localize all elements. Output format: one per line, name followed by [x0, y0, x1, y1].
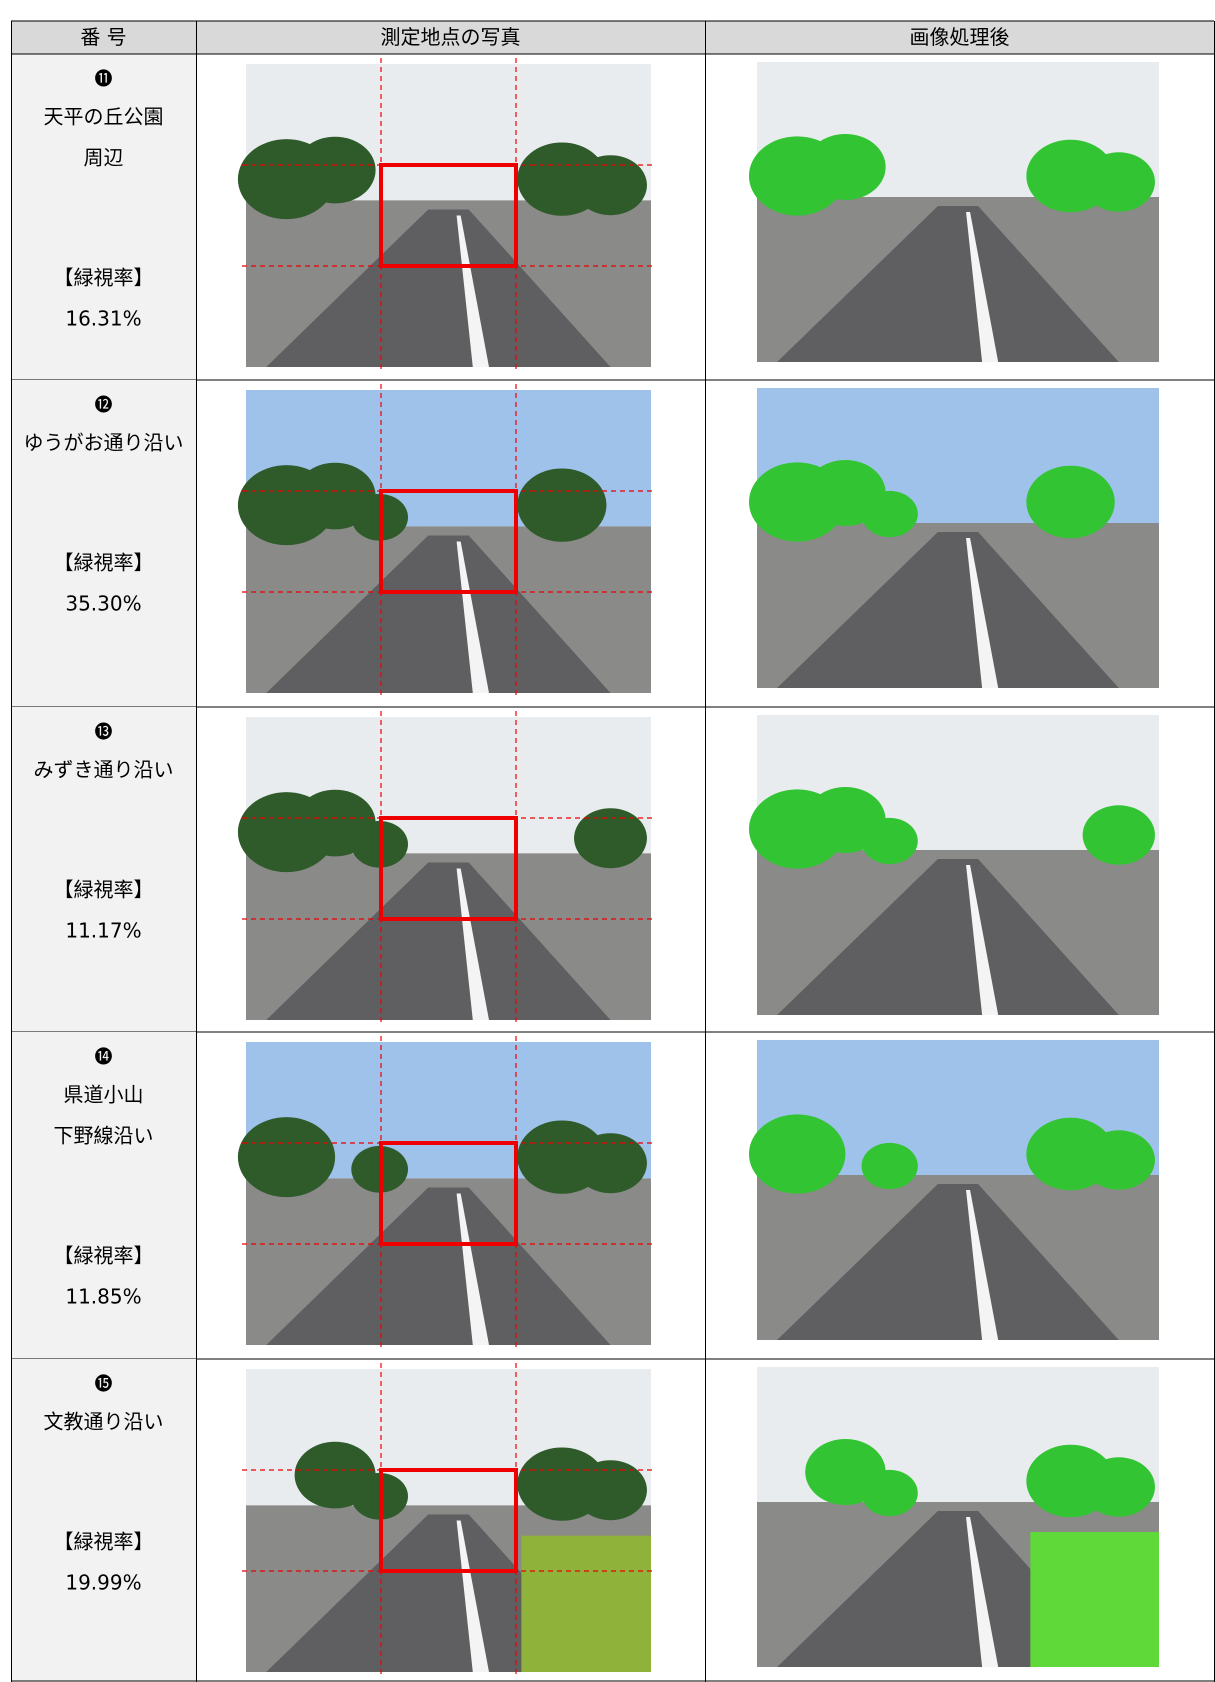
- site-name: 文教通り沿い: [44, 1410, 164, 1434]
- road-line: [456, 1520, 489, 1672]
- header-cell: 画像処理後: [910, 25, 1010, 49]
- hedge: [521, 1535, 651, 1672]
- road-line: [456, 541, 489, 693]
- site-name: 天平の丘公園: [44, 105, 164, 129]
- row-number: ⓬: [95, 395, 113, 416]
- row-number: ⓮: [95, 1047, 113, 1068]
- processed-photo: [748, 715, 1159, 1015]
- road: [266, 209, 611, 367]
- rate-label: 【緑視率】: [54, 1530, 154, 1554]
- row-number: ⓯: [95, 1374, 113, 1395]
- site-name: ゆうがお通り沿い: [24, 431, 184, 455]
- header-cell: 測定地点の写真: [381, 25, 521, 49]
- tree: [574, 1133, 647, 1194]
- tree: [861, 1142, 918, 1190]
- site-photo: [237, 58, 655, 373]
- processed-photo: [748, 1040, 1159, 1340]
- number-cell-bg: [11, 54, 196, 380]
- tree: [1082, 152, 1155, 212]
- green-rate: 35.30%: [65, 592, 141, 616]
- site-name: 下野線沿い: [54, 1124, 154, 1148]
- hedge: [1030, 1532, 1159, 1667]
- rate-label: 【緑視率】: [54, 878, 154, 902]
- road-line: [966, 1190, 999, 1340]
- number-cell-bg: [11, 1359, 196, 1681]
- road-line: [966, 538, 999, 688]
- road: [777, 532, 1119, 688]
- row-number: ⓭: [95, 722, 113, 743]
- focus-box: [379, 816, 518, 921]
- road: [266, 1187, 611, 1345]
- tree: [517, 468, 607, 542]
- road-line: [966, 1517, 999, 1667]
- site-name: 周辺: [84, 146, 124, 170]
- road-line: [966, 865, 999, 1015]
- focus-box: [379, 163, 518, 268]
- site-photo: [242, 1363, 655, 1678]
- tree: [574, 155, 647, 216]
- number-cell-bg: [11, 707, 196, 1032]
- green-rate: 11.85%: [65, 1285, 141, 1309]
- rate-label: 【緑視率】: [54, 1244, 154, 1268]
- tree: [1082, 805, 1155, 865]
- tree: [1026, 465, 1115, 539]
- tree: [861, 490, 918, 538]
- road: [777, 1184, 1119, 1340]
- number-cell-bg: [11, 1032, 196, 1359]
- tree: [237, 1117, 336, 1198]
- processed-photo: [757, 1367, 1159, 1667]
- header-cell: 番 号: [80, 25, 126, 49]
- tree: [861, 817, 918, 865]
- road-line: [966, 212, 999, 362]
- tree: [574, 1460, 647, 1521]
- header-bg: [11, 21, 1214, 54]
- focus-box: [379, 1141, 518, 1246]
- green-rate: 11.17%: [65, 919, 141, 943]
- road-line: [456, 868, 489, 1020]
- road: [266, 862, 611, 1020]
- rate-label: 【緑視率】: [54, 551, 154, 575]
- focus-box: [379, 1468, 518, 1573]
- tree: [748, 1114, 846, 1194]
- tree: [805, 134, 886, 200]
- site-name: みずき通り沿い: [34, 758, 174, 782]
- green-rate: 16.31%: [65, 307, 141, 331]
- processed-photo: [748, 62, 1159, 362]
- site-photo: [237, 711, 655, 1026]
- site-photo: [237, 1036, 655, 1351]
- rate-label: 【緑視率】: [54, 266, 154, 290]
- tree: [1082, 1457, 1155, 1517]
- tree: [574, 808, 647, 869]
- road: [777, 859, 1119, 1015]
- green-rate: 19.99%: [65, 1571, 141, 1595]
- road-line: [456, 215, 489, 367]
- road-line: [456, 1193, 489, 1345]
- road: [777, 206, 1119, 362]
- focus-box: [379, 489, 518, 594]
- tree: [294, 136, 376, 204]
- road: [266, 535, 611, 693]
- site-photo: [237, 384, 655, 699]
- site-name: 県道小山: [64, 1083, 144, 1107]
- number-cell-bg: [11, 380, 196, 707]
- tree: [861, 1469, 918, 1517]
- row-number: ⓫: [95, 69, 113, 90]
- tree: [1082, 1130, 1155, 1190]
- processed-photo: [748, 388, 1159, 688]
